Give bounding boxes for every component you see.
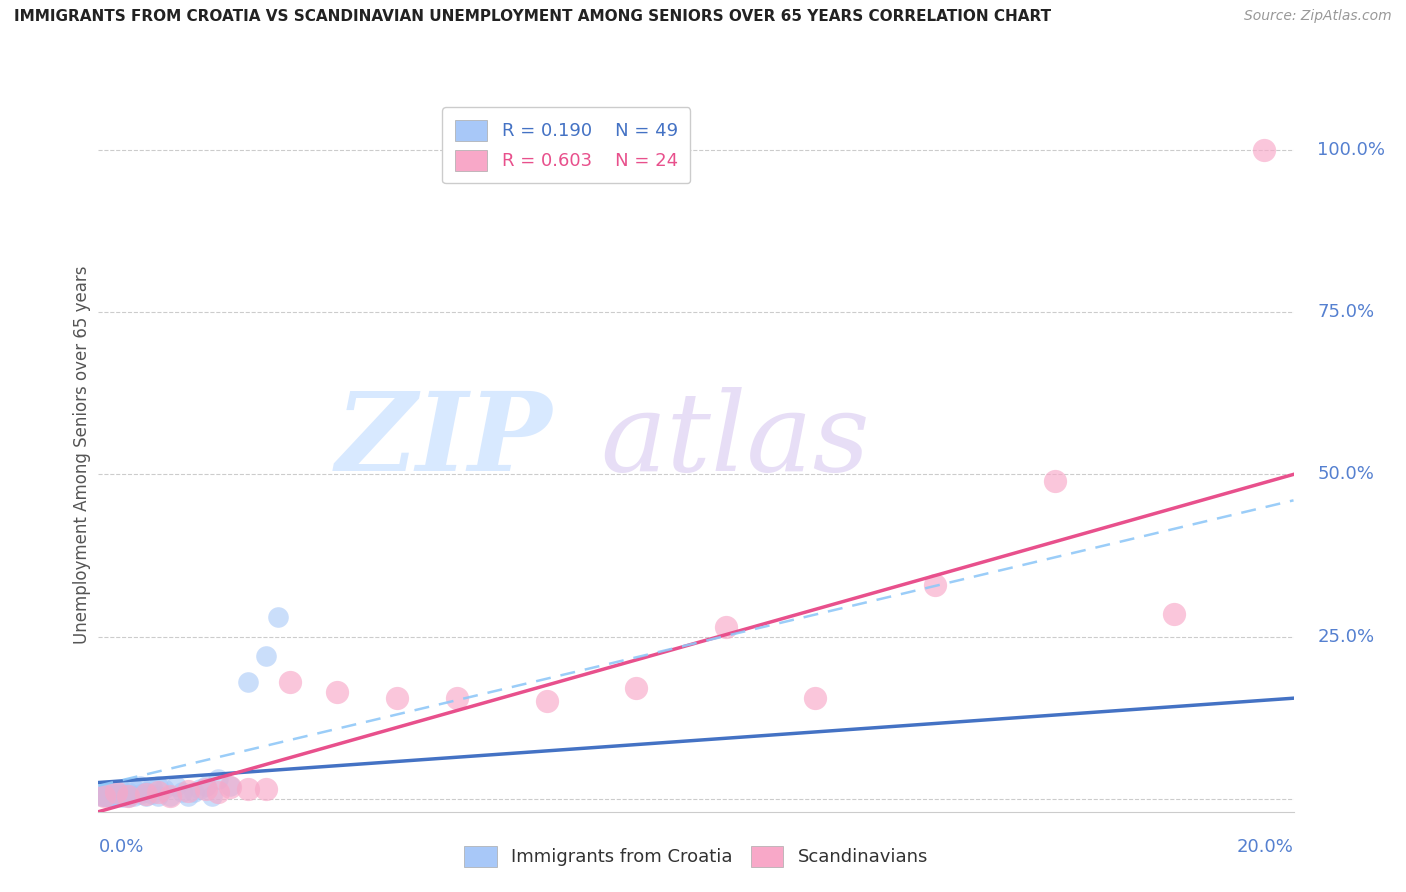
Point [924,577,946,591]
Point [93,789,115,803]
Point [96,789,118,803]
Point [105,785,128,799]
Point [129,779,152,793]
Point [93,785,115,799]
Point [219,779,242,793]
Point [188,782,211,797]
Point [94,789,117,803]
Point [111,784,134,798]
Text: atlas: atlas [600,387,870,494]
Point [111,789,134,803]
Point [117,789,139,803]
Point [141,780,163,794]
Point [141,787,163,801]
Text: Source: ZipAtlas.com: Source: ZipAtlas.com [1244,9,1392,23]
Point [267,610,290,624]
Point [105,787,128,801]
Point [135,785,157,799]
Point [207,785,229,799]
Point [124,789,146,803]
Point [536,694,558,708]
Point [183,785,205,799]
Point [105,785,128,799]
Point [201,789,224,803]
Text: 75.0%: 75.0% [1317,303,1375,321]
Point [172,785,194,799]
Point [93,789,115,803]
Point [219,780,242,794]
Point [278,675,301,690]
Point [254,648,277,663]
Point [159,789,181,803]
Point [98,789,122,803]
Point [177,784,200,798]
Point [236,675,259,690]
Point [385,691,409,706]
Legend: Immigrants from Croatia, Scandinavians: Immigrants from Croatia, Scandinavians [457,838,935,874]
Point [117,785,139,799]
Point [93,789,115,803]
Text: ZIP: ZIP [336,387,553,494]
Point [105,789,128,803]
Y-axis label: Unemployment Among Seniors over 65 years: Unemployment Among Seniors over 65 years [73,266,91,644]
Point [129,787,152,801]
Point [207,772,229,787]
Point [1253,143,1275,157]
Point [111,787,134,801]
Point [90,789,112,803]
Point [135,787,157,801]
Text: 50.0%: 50.0% [1317,466,1374,483]
Point [714,620,737,634]
Point [91,789,114,803]
Text: 25.0%: 25.0% [1317,628,1375,646]
Point [98,789,122,803]
Point [624,681,647,696]
Point [105,789,128,803]
Point [148,779,170,793]
Point [1163,607,1185,621]
Point [153,782,176,797]
Point [98,789,122,804]
Point [98,787,122,801]
Point [135,789,157,803]
Point [148,785,170,799]
Point [194,782,218,797]
Point [446,691,468,706]
Point [159,789,181,803]
Text: 20.0%: 20.0% [1237,838,1294,855]
Text: IMMIGRANTS FROM CROATIA VS SCANDINAVIAN UNEMPLOYMENT AMONG SENIORS OVER 65 YEARS: IMMIGRANTS FROM CROATIA VS SCANDINAVIAN … [14,9,1052,24]
Point [254,782,277,797]
Text: 100.0%: 100.0% [1317,141,1385,159]
Point [111,789,134,804]
Text: 0.0%: 0.0% [98,838,143,855]
Point [326,684,349,698]
Point [103,789,125,803]
Point [96,789,118,803]
Point [804,691,827,706]
Point [1043,474,1066,488]
Point [117,789,139,804]
Point [148,789,170,803]
Point [165,779,187,793]
Point [177,789,200,803]
Point [117,789,139,803]
Point [124,782,146,797]
Point [194,779,218,793]
Point [236,782,259,797]
Point [98,785,122,799]
